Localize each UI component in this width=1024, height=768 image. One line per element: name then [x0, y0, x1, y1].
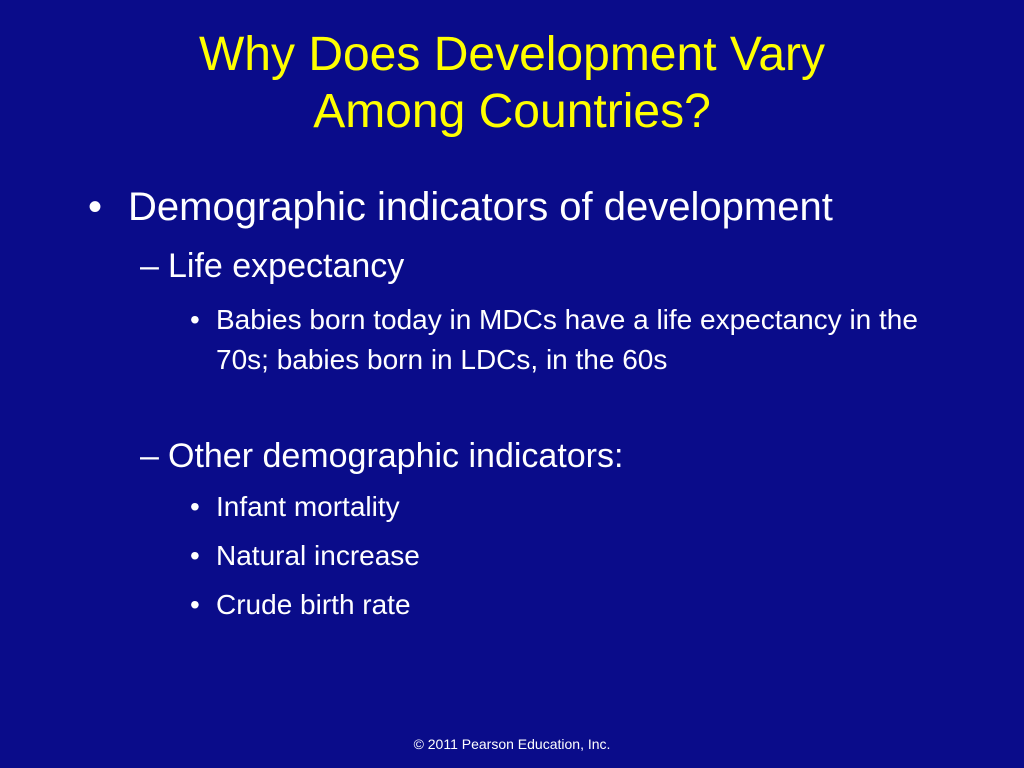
- bullet-marker: •: [190, 589, 200, 620]
- indicator-item-text: Crude birth rate: [216, 589, 411, 620]
- slide-title-line-2: Among Countries?: [313, 85, 711, 138]
- bullet-marker: •: [190, 491, 200, 522]
- copyright-footer: © 2011 Pearson Education, Inc.: [413, 736, 611, 752]
- slide-title: Why Does Development Vary Among Countrie…: [0, 26, 1024, 140]
- indicator-item-text: Infant mortality: [216, 491, 400, 522]
- bullet-marker: •: [88, 185, 103, 229]
- indicator-item-text: Natural increase: [216, 540, 420, 571]
- bullet-text: Demographic indicators of development: [128, 185, 833, 229]
- slide-title-line-1: Why Does Development Vary: [198, 28, 825, 81]
- life-expectancy-item-text: Babies born today in MDCs have a life ex…: [216, 304, 918, 375]
- bullet-marker: •: [190, 304, 200, 335]
- dash-marker: –: [140, 437, 159, 475]
- bullet-marker: •: [190, 540, 200, 571]
- subbullet-text: Life expectancy: [168, 247, 405, 285]
- subbullet-text: Other demographic indicators:: [168, 437, 624, 475]
- dash-marker: –: [140, 247, 159, 285]
